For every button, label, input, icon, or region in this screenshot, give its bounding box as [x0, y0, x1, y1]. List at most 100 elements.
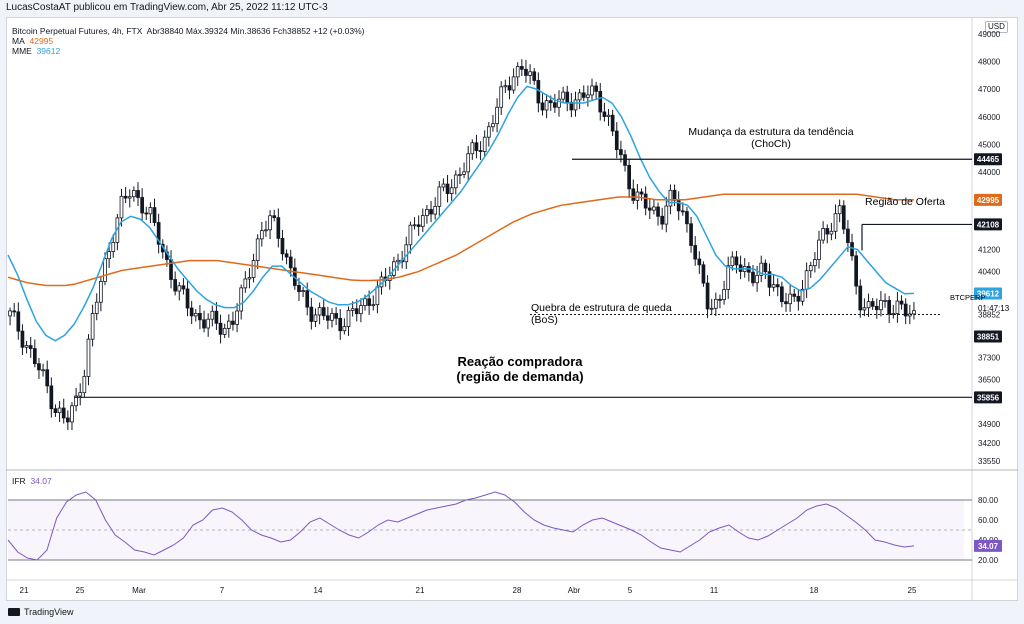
candle-body	[61, 407, 66, 419]
candle-body	[185, 288, 190, 309]
candle-body	[416, 224, 421, 227]
candle-body	[511, 76, 516, 91]
candle-body	[363, 298, 367, 307]
candle-body	[713, 298, 718, 309]
candle-body	[107, 251, 111, 260]
candle-body	[8, 310, 12, 317]
candle-body	[726, 265, 731, 290]
candle-body	[243, 278, 248, 289]
price-tick-label: 34900	[978, 420, 1001, 429]
demanda-label-line2: (região de demanda)	[456, 369, 583, 384]
price-tick-label: 49000	[978, 30, 1001, 39]
candle-body	[639, 191, 644, 195]
tradingview-logo[interactable]: TradingView	[8, 605, 74, 619]
candle-body	[553, 102, 557, 108]
chart-pane[interactable]	[6, 17, 1018, 601]
candle-body	[486, 126, 491, 138]
candle-body	[177, 285, 182, 292]
candle-body	[660, 215, 665, 225]
candle-body	[251, 260, 256, 278]
legend-ma-label: MA	[12, 36, 25, 46]
legend-mme-row[interactable]: MME 39612	[12, 46, 60, 56]
time-tick-label: 14	[314, 586, 323, 595]
candle-body	[367, 298, 371, 306]
candle-body	[854, 255, 858, 287]
candle-body	[548, 100, 553, 104]
candle-body	[668, 189, 673, 207]
legend-ifr-row[interactable]: IFR 34.07	[12, 476, 52, 486]
candle-body	[693, 245, 698, 260]
candle-body	[619, 149, 623, 156]
candle-body	[474, 142, 479, 151]
candle-body	[862, 307, 867, 311]
ifr-tick-label: 80.00	[978, 496, 999, 505]
candle-body	[734, 256, 739, 266]
candle-body	[482, 136, 487, 152]
candle-body	[330, 313, 334, 321]
candle-body	[561, 91, 565, 100]
candle-body	[730, 256, 735, 267]
candle-body	[647, 207, 652, 211]
candle-body	[887, 300, 892, 315]
ma-badge-bg	[974, 193, 1002, 206]
candle-body	[284, 253, 289, 258]
candle-body	[272, 215, 277, 219]
legend-ma-row[interactable]: MA 42995	[12, 36, 53, 46]
candle-body	[784, 301, 788, 305]
candle-body	[288, 256, 293, 269]
candle-body	[342, 326, 347, 332]
time-tick-label: 25	[908, 586, 917, 595]
candle-body	[466, 153, 471, 173]
candle-body	[635, 191, 640, 201]
candle-body	[326, 315, 330, 321]
candle-body	[631, 188, 636, 201]
candle-body	[49, 385, 54, 410]
candle-body	[99, 281, 103, 303]
candle-body	[565, 91, 570, 103]
candle-body	[321, 307, 326, 317]
ma-path	[7, 193, 915, 287]
choch-badge-text: 44465	[977, 155, 1000, 164]
candle-body	[672, 189, 677, 201]
candle-body	[140, 197, 144, 214]
time-tick-label: 21	[416, 586, 425, 595]
candle-body	[718, 298, 722, 301]
candle-body	[206, 318, 211, 329]
candle-body	[491, 123, 495, 128]
candle-body	[808, 265, 813, 272]
ifr-band	[8, 500, 964, 560]
candle-body	[866, 301, 871, 309]
candle-body	[759, 262, 764, 276]
candle-body	[858, 285, 863, 311]
candle-body	[103, 258, 107, 282]
price-tick-label: 40400	[978, 268, 1001, 277]
ma-line	[7, 193, 915, 287]
ifr-tick-label: 60.00	[978, 516, 999, 525]
candle-body	[800, 288, 805, 302]
candle-body	[540, 102, 545, 111]
candle-body	[536, 80, 541, 104]
mme-badge-bg	[974, 287, 1002, 300]
demanda-label-line1: Reação compradora	[458, 354, 584, 369]
candle-body	[408, 224, 413, 246]
candle-body	[354, 308, 359, 315]
footer-bar	[0, 604, 1024, 624]
candle-body	[515, 66, 520, 78]
candle-body	[78, 392, 83, 397]
oferta-label: Região de Oferta	[865, 196, 945, 208]
time-tick-label: 28	[513, 586, 522, 595]
time-axis[interactable]: 21 25 Mar 7 14 21 28 Abr 5 11 18 25	[20, 586, 917, 595]
candle-body	[804, 270, 809, 290]
currency-badge[interactable]: USD	[985, 21, 1008, 33]
candle-body	[276, 217, 281, 239]
candle-body	[614, 130, 619, 151]
candle-body	[780, 286, 784, 303]
time-tick-label: 21	[20, 586, 29, 595]
candle-body	[524, 68, 528, 76]
candle-body	[144, 212, 149, 215]
candle-body	[441, 183, 446, 188]
legend-symbol[interactable]: Bitcoin Perpetual Futures, 4h, FTX	[12, 26, 143, 36]
candle-body	[37, 363, 41, 371]
time-tick-label: 18	[810, 586, 819, 595]
